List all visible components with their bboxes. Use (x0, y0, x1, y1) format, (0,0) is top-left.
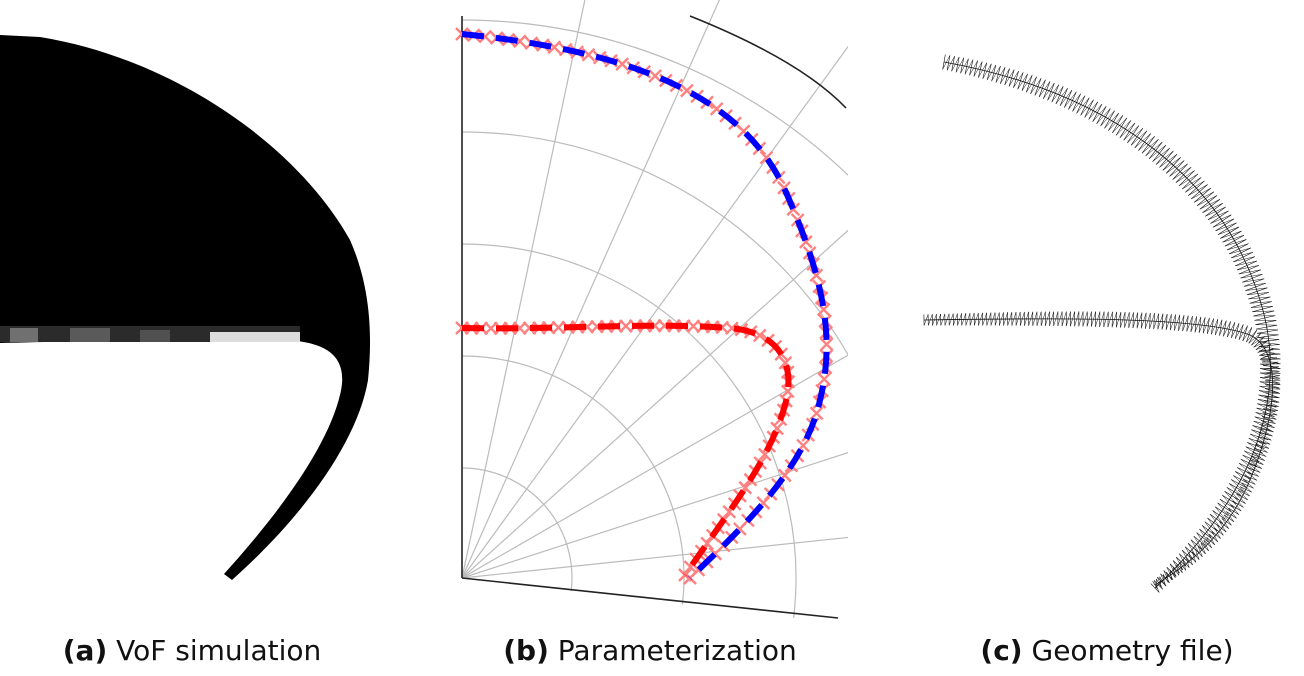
grid-spoke (462, 451, 848, 579)
grid-ring (462, 131, 848, 356)
caption-b-label: (b) (503, 634, 549, 667)
grid-spoke (462, 354, 848, 579)
caption-b: (b) Parameterization (503, 634, 797, 667)
grid-spoke (462, 536, 848, 579)
caption-c-text: Geometry file) (1031, 634, 1234, 667)
outer-sample-marker (816, 302, 831, 317)
outer-sample-marker (615, 57, 630, 72)
fluid-region (0, 35, 371, 580)
outer-sample-marker (513, 34, 527, 49)
outer-interface-curve (461, 31, 830, 581)
polar-grid (462, 0, 848, 619)
grid-spoke (462, 229, 848, 579)
grid-spoke (462, 0, 720, 579)
polar-plot (455, 0, 848, 619)
outer-sample-marker (581, 47, 596, 62)
inner-mesh-band-spine (923, 318, 1273, 586)
caption-c: (c) Geometry file) (980, 634, 1233, 667)
inner-mesh-band (923, 311, 1281, 589)
interface-cell (140, 330, 170, 342)
inner-interface-curve (461, 322, 792, 577)
caption-a-label: (a) (62, 634, 108, 667)
outer-sample-marker (478, 29, 493, 44)
caption-a-text: VoF simulation (116, 634, 322, 667)
outer-sample-marker (648, 69, 662, 83)
interface-curves (455, 27, 834, 585)
outer-arc (689, 15, 847, 109)
grid-ring (462, 19, 848, 176)
outer-sample-marker (819, 337, 834, 352)
vof-simulation-panel (0, 0, 400, 600)
grid-spoke (462, 45, 848, 579)
interface-cell (210, 332, 300, 342)
caption-c-label: (c) (980, 634, 1023, 667)
parameterization-panel (440, 0, 860, 620)
geometry-mesh (923, 54, 1281, 593)
bottom-spine (461, 577, 839, 619)
caption-a: (a) VoF simulation (63, 634, 321, 667)
vof-field-image (0, 35, 371, 580)
grid-ring (462, 467, 573, 592)
grid-ring (462, 243, 797, 619)
grid-ring (462, 355, 685, 605)
outer-sample-marker (817, 372, 832, 387)
outer-mesh-band-spine (943, 61, 1271, 589)
geometry-file-panel (900, 0, 1304, 600)
outer-sample-marker (455, 27, 469, 41)
inner-path-guide (462, 326, 788, 575)
interface-cell (70, 328, 110, 342)
inner-mesh-band-guide (924, 319, 1273, 585)
interface-cell (10, 328, 38, 342)
grid-spoke (462, 0, 586, 579)
caption-b-text: Parameterization (557, 634, 797, 667)
outer-sample-marker (809, 406, 824, 421)
polar-axes (461, 15, 847, 619)
outer-sample-marker (547, 40, 562, 55)
